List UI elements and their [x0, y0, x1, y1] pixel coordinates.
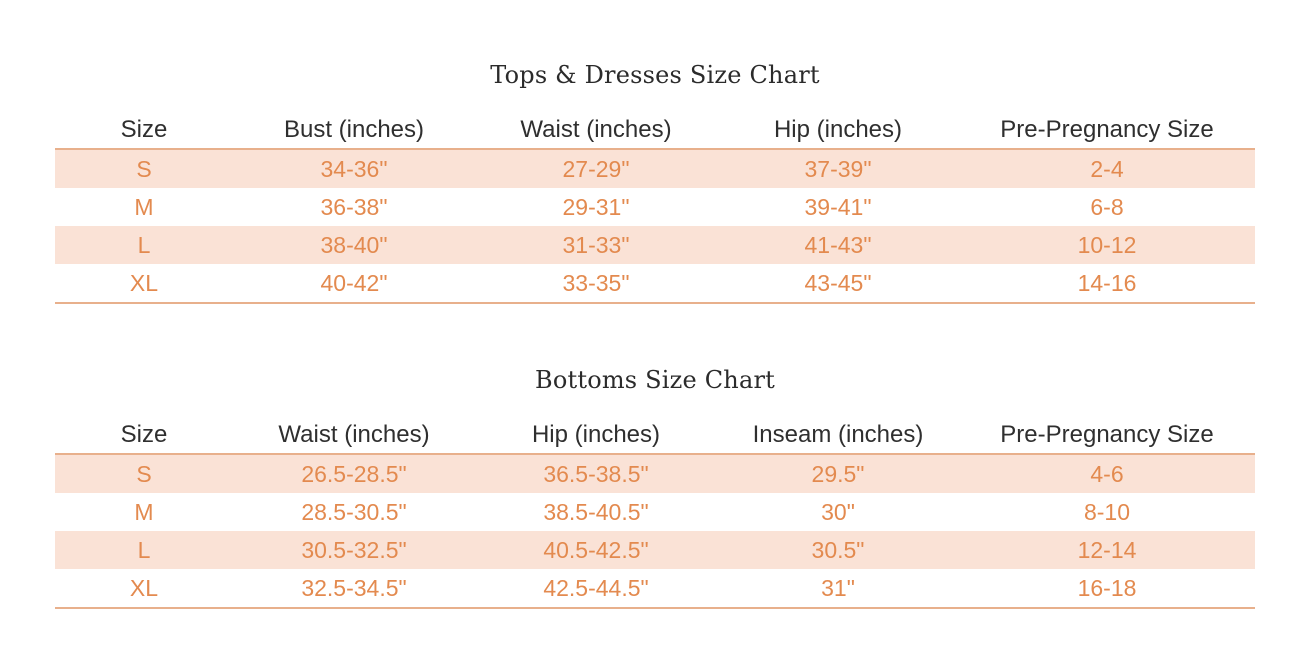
table-cell-size: S	[136, 156, 152, 182]
tops-header-pre-pregnancy: Pre-Pregnancy Size	[1000, 116, 1214, 143]
table-cell: 29-31"	[562, 194, 630, 220]
bottoms-row-xl: XL 32.5-34.5" 42.5-44.5" 31" 16-18	[55, 569, 1255, 607]
table-cell-size: L	[137, 232, 151, 258]
table-cell: 27-29"	[562, 156, 630, 182]
table-cell-size: L	[137, 537, 151, 563]
table-cell: 29.5"	[811, 461, 865, 487]
bottoms-row-l: L 30.5-32.5" 40.5-42.5" 30.5" 12-14	[55, 531, 1255, 569]
tops-row-l: L 38-40" 31-33" 41-43" 10-12	[55, 226, 1255, 264]
table-cell: 12-14	[1077, 537, 1137, 563]
table-cell: 38.5-40.5"	[543, 499, 649, 525]
table-cell: 30.5-32.5"	[301, 537, 407, 563]
table-cell: 34-36"	[320, 156, 388, 182]
bottoms-row-s: S 26.5-28.5" 36.5-38.5" 29.5" 4-6	[55, 455, 1255, 493]
table-cell: 26.5-28.5"	[301, 461, 407, 487]
table-cell: 31"	[821, 575, 855, 601]
bottoms-header-waist: Waist (inches)	[278, 421, 430, 448]
table-cell: 30.5"	[811, 537, 865, 563]
table-cell: 38-40"	[320, 232, 388, 258]
table-cell: 4-6	[1090, 461, 1124, 487]
bottoms-row-m: M 28.5-30.5" 38.5-40.5" 30" 8-10	[55, 493, 1255, 531]
table-cell: 40-42"	[320, 270, 388, 296]
table-cell: 41-43"	[804, 232, 872, 258]
table-cell-size: M	[134, 194, 154, 220]
table-cell: 28.5-30.5"	[301, 499, 407, 525]
bottoms-chart-title: Bottoms Size Chart	[535, 366, 775, 394]
table-cell: 31-33"	[562, 232, 630, 258]
table-cell: 16-18	[1077, 575, 1137, 601]
table-cell: 14-16	[1077, 270, 1137, 296]
tops-row-s: S 34-36" 27-29" 37-39" 2-4	[55, 150, 1255, 188]
tops-row-xl: XL 40-42" 33-35" 43-45" 14-16	[55, 264, 1255, 302]
table-cell: 32.5-34.5"	[301, 575, 407, 601]
table-cell: 37-39"	[804, 156, 872, 182]
table-cell: 40.5-42.5"	[543, 537, 649, 563]
tops-header-size: Size	[120, 116, 168, 143]
tops-chart-title: Tops & Dresses Size Chart	[490, 61, 820, 89]
table-cell-size: S	[136, 461, 152, 487]
tops-header-hip: Hip (inches)	[773, 116, 903, 143]
table-cell: 8-10	[1083, 499, 1131, 525]
table-cell: 43-45"	[804, 270, 872, 296]
table-cell: 2-4	[1090, 156, 1124, 182]
tops-header-bust: Bust (inches)	[283, 116, 425, 143]
tops-row-m: M 36-38" 29-31" 39-41" 6-8	[55, 188, 1255, 226]
bottoms-bottom-divider	[55, 607, 1255, 609]
bottoms-size-chart: Bottoms Size Chart Size Waist (inches) H…	[55, 361, 1255, 609]
table-cell: 30"	[821, 499, 855, 525]
table-cell: 42.5-44.5"	[543, 575, 649, 601]
table-cell: 10-12	[1077, 232, 1137, 258]
table-cell: 36-38"	[320, 194, 388, 220]
bottoms-header-row: Size Waist (inches) Hip (inches) Inseam …	[55, 417, 1255, 455]
tops-size-chart: Tops & Dresses Size Chart Size Bust (inc…	[55, 56, 1255, 304]
table-cell-size: XL	[129, 270, 159, 296]
table-cell: 6-8	[1090, 194, 1124, 220]
table-cell: 36.5-38.5"	[543, 461, 649, 487]
table-cell-size: M	[134, 499, 154, 525]
bottoms-header-pre-pregnancy: Pre-Pregnancy Size	[1000, 421, 1214, 448]
tops-header-waist: Waist (inches)	[520, 116, 672, 143]
bottoms-header-hip: Hip (inches)	[531, 421, 661, 448]
table-cell-size: XL	[129, 575, 159, 601]
tops-bottom-divider	[55, 302, 1255, 304]
tops-header-row: Size Bust (inches) Waist (inches) Hip (i…	[55, 112, 1255, 150]
bottoms-header-inseam: Inseam (inches)	[752, 421, 924, 448]
bottoms-header-size: Size	[120, 421, 168, 448]
table-cell: 39-41"	[804, 194, 872, 220]
table-cell: 33-35"	[562, 270, 630, 296]
